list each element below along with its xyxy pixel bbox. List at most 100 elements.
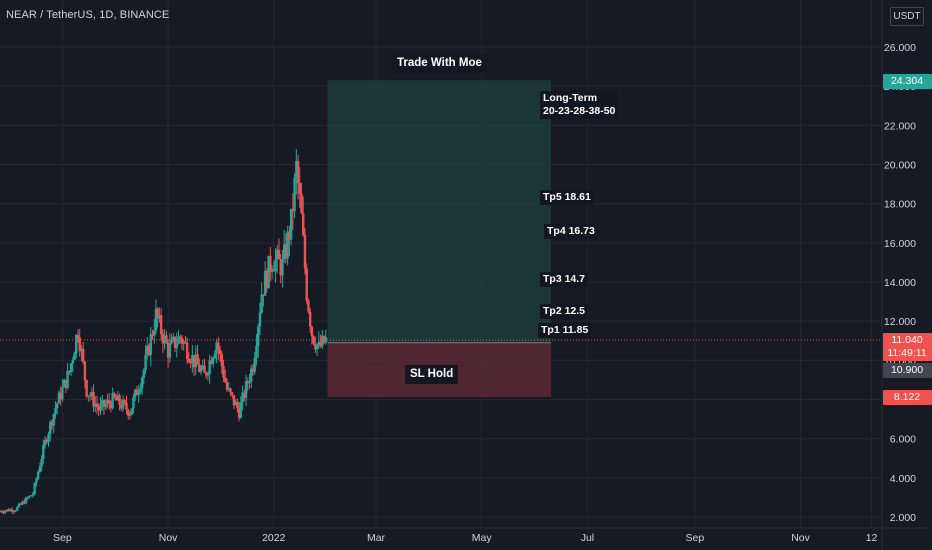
candle-body [113,393,116,397]
candle-body [180,337,184,344]
candle-body [206,374,210,376]
candle-body [215,342,218,354]
candle-body [135,389,139,396]
candle-body [62,379,66,388]
candle-body [263,270,267,296]
candle-body [267,255,270,289]
candle-body [52,414,55,426]
candle-body [217,342,220,350]
y-tick-label: 14.000 [884,277,916,289]
symbol-title[interactable]: NEAR / TetherUS, 1D, BINANCE [6,9,170,21]
candle-body [142,370,146,378]
candle-body [274,259,277,272]
candle-body [168,343,172,358]
candle-body [205,372,208,376]
candle-body [104,404,107,407]
current-price-badge [883,333,932,361]
candle-body [220,353,223,366]
candle-body [33,483,36,495]
candle-body [213,353,217,358]
candle-body [182,341,185,344]
currency-unit-button[interactable]: USDT [890,7,924,26]
candle-body [40,459,43,467]
candle-body [31,494,35,496]
candle-body [76,335,80,338]
candle-body [293,177,296,212]
candle-body [101,400,104,405]
candle-body [298,183,301,194]
candle-body [38,466,42,473]
candle-body [69,363,73,373]
candle-body [35,478,38,484]
candle-body [319,341,322,347]
candle-body [55,403,59,408]
candle-body [158,315,161,319]
candle-body [225,382,229,390]
candle-body [218,349,222,354]
candle-body [36,472,40,479]
candle-body [85,379,88,397]
candle-body [151,334,154,336]
candle-body [227,388,230,390]
candle-body [208,360,211,375]
candle-body [10,509,14,512]
candle-body [177,336,180,344]
candle-body [90,391,94,397]
candle-body [2,512,5,514]
candle-body [73,353,76,361]
candle-body [92,391,95,407]
x-tick-label: 12 [866,532,878,544]
candle-body [97,407,100,411]
y-tick-label: 20.000 [884,160,916,172]
candle-body [29,495,33,497]
candle-body [234,401,237,406]
candle-body [3,510,7,513]
candle-body [57,392,61,404]
x-tick-label: Nov [159,532,178,544]
candle-body [310,326,314,337]
candle-body [322,335,326,343]
candle-body [253,357,256,372]
candle-body [286,231,289,259]
candle-body [248,381,251,384]
candle-body [291,208,295,212]
candle-body [276,249,279,260]
candle-body [146,345,149,356]
candle-body [224,377,227,383]
candle-body [140,377,144,389]
candle-body [45,439,48,443]
candle-body [139,388,142,392]
candle-body [107,400,111,404]
candle-body [173,336,177,348]
candle-body [241,392,244,403]
long-term-line-2: 20-23-28-38-50 [543,105,616,117]
candle-countdown: 11:49:11 [887,347,927,359]
candle-body [14,510,17,512]
x-tick-label: Sep [686,532,705,544]
candle-body [270,269,274,272]
candle-body [7,509,10,512]
candle-body [269,255,272,272]
candle-body [81,348,85,362]
candle-body [116,395,120,401]
candle-body [312,336,315,344]
candle-body [192,355,196,368]
candle-body [314,343,317,350]
long-term-line-1: Long-Term [543,92,598,104]
candle-body [211,357,215,364]
time-axis[interactable]: Sep Nov 2022 Mar May Jul Sep Nov 12 [0,527,932,544]
candle-body [203,365,206,373]
y-tick-label: 12.000 [884,316,916,328]
candle-body [0,511,3,513]
tp1-label: Tp1 11.85 [538,323,592,338]
candle-body [109,403,113,409]
candle-body [236,401,239,409]
candle-body [277,249,281,260]
candle-body [317,341,321,345]
candle-body [165,335,168,344]
candle-body [144,355,147,371]
candle-body [120,405,123,409]
candle-body [239,402,243,418]
candle-body [123,400,126,403]
